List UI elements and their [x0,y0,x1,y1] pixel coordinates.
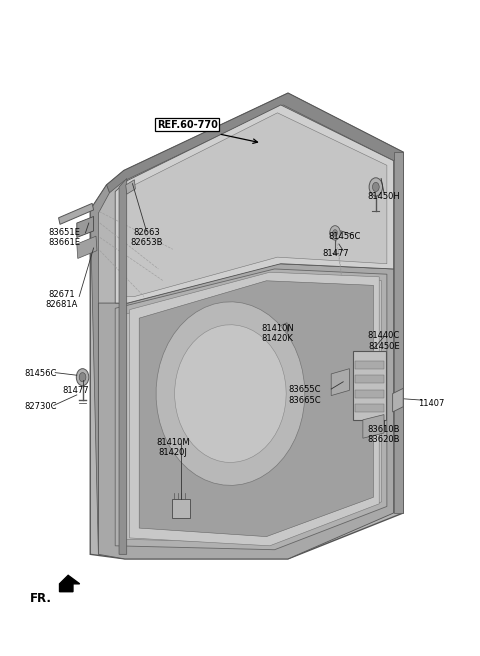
Text: 83651E
83661E: 83651E 83661E [49,228,81,247]
Polygon shape [130,272,379,546]
Polygon shape [77,216,94,237]
Polygon shape [355,390,384,398]
Text: REF.60-770: REF.60-770 [157,119,217,130]
Text: 81456C: 81456C [328,232,361,241]
Circle shape [79,373,86,382]
Circle shape [330,226,340,240]
Polygon shape [355,361,384,369]
Polygon shape [394,152,403,513]
Polygon shape [156,302,305,485]
Circle shape [333,230,337,236]
Text: 83610B
83620B: 83610B 83620B [368,424,400,444]
Polygon shape [172,499,190,518]
Text: 81456C: 81456C [24,369,57,379]
Text: 81477: 81477 [62,386,89,395]
Polygon shape [98,264,394,559]
Polygon shape [119,178,127,554]
Text: 11407: 11407 [418,399,444,408]
Polygon shape [175,325,286,462]
Circle shape [369,178,383,196]
Polygon shape [363,415,384,438]
Polygon shape [90,93,403,559]
Text: 81440C
81450E: 81440C 81450E [368,331,400,351]
Polygon shape [331,369,349,396]
Polygon shape [273,323,287,344]
Text: 83655C
83665C: 83655C 83665C [288,385,321,405]
Polygon shape [393,388,403,412]
Text: 82663
82653B: 82663 82653B [130,228,163,247]
Polygon shape [353,351,386,420]
Polygon shape [139,281,373,537]
Polygon shape [107,93,403,193]
Text: 82671
82681A: 82671 82681A [45,290,78,310]
Text: 81410N
81420K: 81410N 81420K [261,323,294,343]
Polygon shape [115,269,387,550]
Polygon shape [126,180,135,194]
Circle shape [76,369,89,386]
Polygon shape [355,375,384,383]
Polygon shape [115,105,394,303]
Polygon shape [122,277,382,543]
Polygon shape [77,236,97,258]
Text: 81410M
81420J: 81410M 81420J [156,438,190,457]
Circle shape [372,182,379,192]
Polygon shape [90,185,109,554]
Text: FR.: FR. [30,592,52,605]
Polygon shape [59,203,94,224]
Text: 81450H: 81450H [368,192,400,201]
Text: 82730C: 82730C [24,402,57,411]
Polygon shape [60,575,80,592]
Polygon shape [355,404,384,412]
Polygon shape [124,113,387,297]
Text: 81477: 81477 [323,249,349,258]
